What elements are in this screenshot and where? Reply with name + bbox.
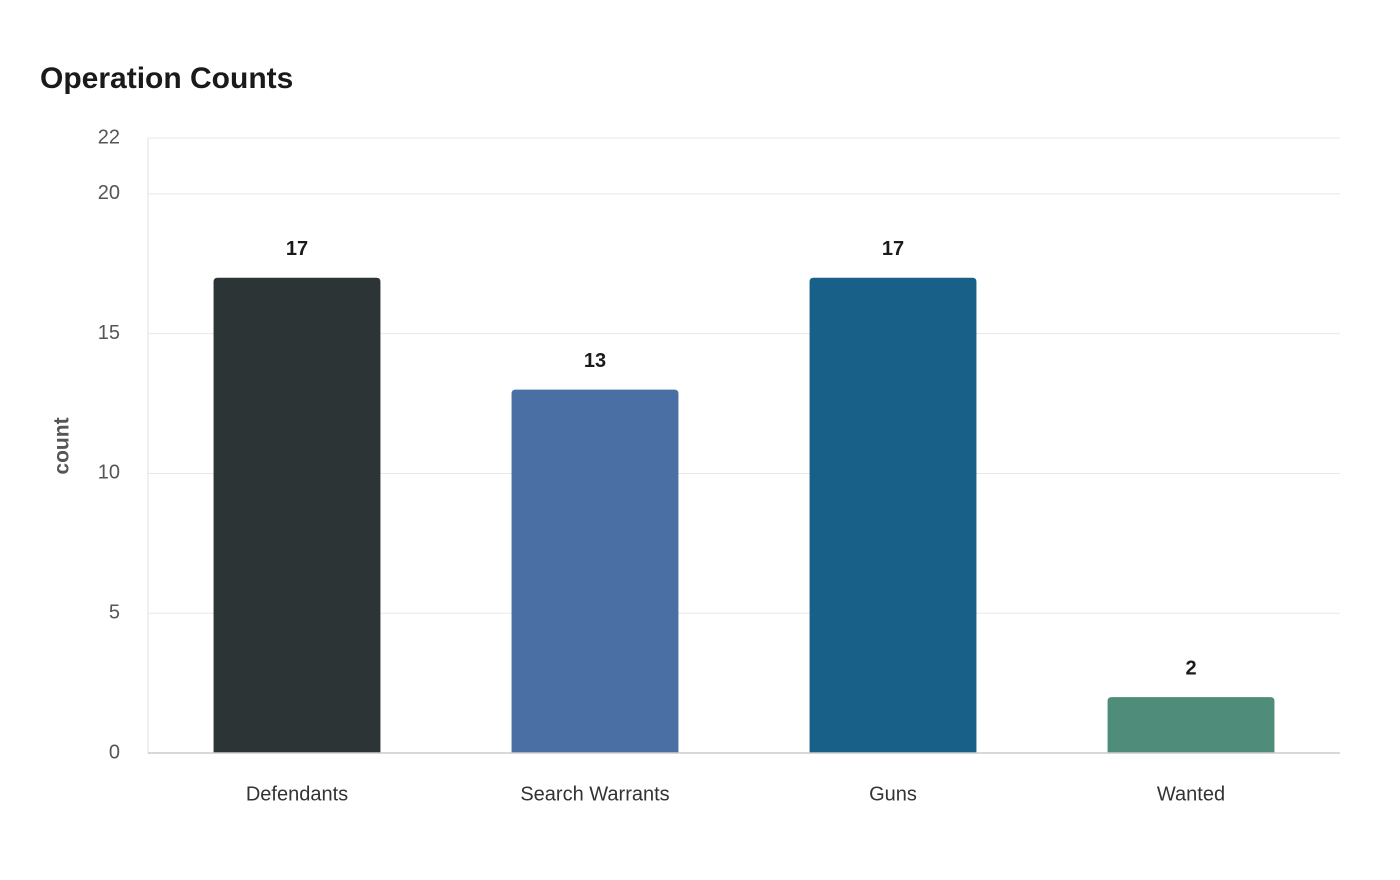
bar: [511, 389, 679, 753]
chart-title: Operation Counts: [40, 62, 293, 95]
x-tick-label: Wanted: [1157, 783, 1225, 805]
data-label: 2: [1185, 657, 1196, 679]
y-tick-label: 5: [109, 602, 120, 624]
data-label: 17: [882, 238, 904, 260]
bar: [1107, 697, 1275, 753]
bar: [213, 277, 381, 753]
x-tick-label: Defendants: [246, 783, 348, 805]
y-tick-label: 10: [98, 462, 120, 484]
x-tick-label: Search Warrants: [520, 783, 669, 805]
y-tick-label: 15: [98, 322, 120, 344]
data-label: 13: [584, 350, 606, 372]
data-label: 17: [286, 238, 308, 260]
y-tick-label: 0: [109, 741, 120, 763]
y-tick-label: 20: [98, 182, 120, 204]
bar: [809, 277, 977, 753]
x-tick-label: Guns: [869, 783, 917, 805]
y-axis-title: count: [51, 417, 74, 474]
y-tick-label: 22: [98, 126, 120, 148]
